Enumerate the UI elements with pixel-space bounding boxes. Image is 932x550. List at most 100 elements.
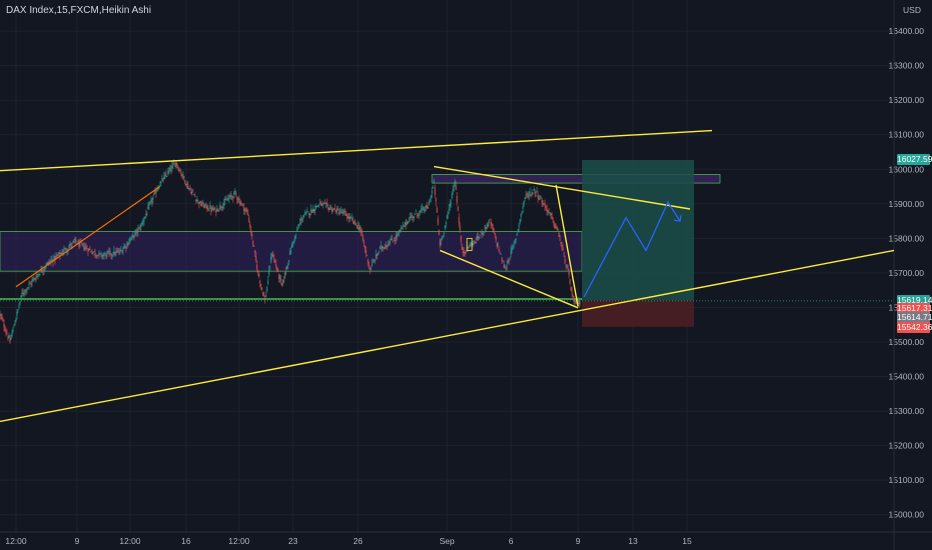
- candle-body: [488, 220, 490, 223]
- candle-body: [215, 210, 217, 213]
- candle-body: [294, 235, 296, 240]
- symbol-name[interactable]: DAX Index: [6, 5, 54, 16]
- candle-body: [468, 247, 470, 249]
- trendline-wedge-top: [433, 165, 691, 210]
- candle-body: [349, 217, 351, 219]
- candle-body: [566, 267, 568, 268]
- candle-body: [514, 240, 516, 242]
- candle-body: [476, 236, 478, 240]
- candle-body: [243, 207, 245, 211]
- candle-body: [460, 236, 462, 243]
- time-tick-label: 12:00: [228, 536, 250, 546]
- candle-body: [550, 213, 552, 216]
- candle-body: [280, 279, 282, 281]
- candle-body: [388, 244, 390, 246]
- candle-body: [103, 254, 105, 256]
- candle-body: [327, 205, 329, 206]
- candle-body: [97, 255, 99, 257]
- candle-body: [555, 226, 557, 228]
- candle-body: [181, 175, 183, 176]
- candle-body: [331, 209, 333, 212]
- candle-body: [95, 254, 97, 256]
- candle-body: [263, 294, 265, 297]
- candle-body: [234, 190, 236, 192]
- candle-body: [303, 216, 305, 218]
- candle-body: [22, 292, 24, 294]
- candle-body: [336, 208, 338, 211]
- candle-body: [106, 252, 108, 255]
- candle-body: [32, 279, 34, 281]
- candle-body: [315, 205, 317, 208]
- candle-body: [57, 254, 59, 256]
- orange-trendline: [15, 186, 161, 288]
- candle-body: [474, 241, 476, 243]
- candle-body: [554, 225, 556, 228]
- candle-body: [412, 217, 414, 218]
- candle-body: [579, 302, 581, 304]
- price-tick-label: 15400.00: [889, 372, 925, 382]
- chart-style-label[interactable]: Heikin Ashi: [101, 5, 152, 16]
- candle-body: [250, 229, 252, 233]
- candle-body: [74, 238, 76, 240]
- candle-body: [374, 260, 376, 262]
- candle-body: [273, 257, 275, 259]
- candle-body: [386, 245, 388, 247]
- candle-body: [155, 191, 157, 194]
- candle-body: [360, 230, 362, 232]
- candle-body: [16, 311, 18, 316]
- candle-body: [260, 283, 262, 286]
- candle-body: [0, 314, 2, 317]
- candle-body: [100, 252, 102, 254]
- candle-body: [118, 252, 120, 254]
- candle-body: [14, 323, 16, 326]
- candle-body: [433, 180, 435, 184]
- supply-demand-zone: [431, 174, 721, 184]
- candle-body: [393, 240, 395, 242]
- candle-body: [232, 196, 234, 199]
- candle-body: [296, 229, 298, 233]
- candle-body: [134, 232, 136, 236]
- candle-body: [552, 218, 554, 219]
- candle-body: [208, 209, 210, 211]
- candle-body: [288, 260, 290, 263]
- candle-body: [141, 222, 143, 224]
- candle-body: [266, 286, 268, 292]
- candle-body: [504, 267, 506, 269]
- candle-body: [83, 246, 85, 250]
- candle-body: [489, 218, 491, 220]
- candle-body: [102, 255, 104, 256]
- candle-body: [376, 254, 378, 256]
- candle-body: [62, 252, 64, 254]
- price-tick-label: 15200.00: [889, 441, 925, 451]
- candle-body: [18, 306, 20, 308]
- candle-body: [573, 299, 575, 302]
- candle-body: [207, 208, 209, 210]
- candle-body: [339, 212, 341, 214]
- candle-body: [571, 291, 573, 293]
- candle-body: [60, 252, 62, 254]
- candle-body: [229, 195, 231, 198]
- price-badge: 16027.59: [897, 154, 932, 166]
- candle-body: [90, 251, 92, 253]
- candle-body: [368, 265, 370, 267]
- candle-body: [279, 277, 281, 279]
- candle-body: [249, 223, 251, 227]
- candle-body: [377, 253, 379, 255]
- candle-body: [35, 278, 37, 280]
- candle-body: [131, 235, 133, 238]
- candle-body: [290, 251, 292, 252]
- candle-body: [114, 252, 116, 255]
- wedge-marker: [466, 237, 473, 251]
- candle-body: [136, 231, 138, 233]
- candle-body: [261, 287, 263, 290]
- candle-body: [447, 212, 449, 215]
- candle-body: [115, 251, 117, 254]
- candle-body: [352, 219, 354, 221]
- candle-body: [483, 231, 485, 232]
- candle-body: [525, 194, 527, 196]
- candle-body: [5, 331, 7, 333]
- candle-body: [210, 208, 212, 211]
- interval-label[interactable]: 15: [56, 5, 68, 16]
